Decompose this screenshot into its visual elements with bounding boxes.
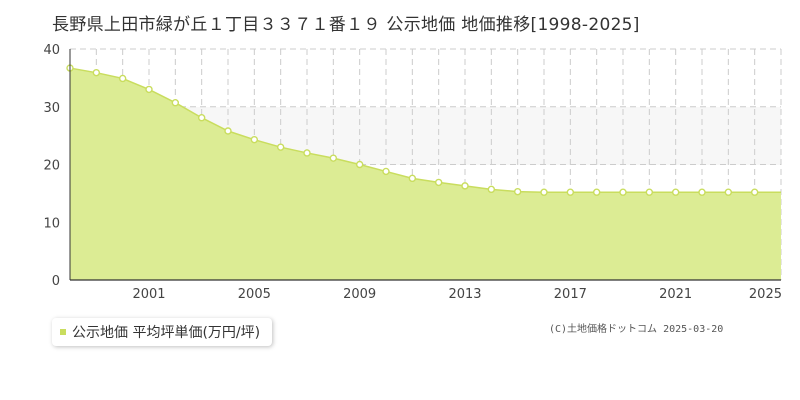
data-point xyxy=(698,188,706,196)
legend-marker xyxy=(60,329,66,335)
y-tick-label: 40 xyxy=(43,43,60,58)
data-point xyxy=(250,135,259,144)
data-point xyxy=(145,85,153,94)
data-points xyxy=(66,64,759,196)
data-point xyxy=(92,68,101,77)
data-point xyxy=(461,182,469,190)
chart-title: 長野県上田市緑が丘１丁目３３７１番１９ 公示地価 地価推移[1998-2025] xyxy=(52,15,640,35)
legend: 公示地価 平均坪単価(万円/坪) xyxy=(52,318,273,346)
data-point xyxy=(619,188,627,196)
x-tick-label: 2005 xyxy=(238,287,271,302)
x-tick-label: 2009 xyxy=(343,287,376,302)
tick-labels: 0 10 20 30 40 2001 2005 2009 2013 2017 2021 2025 xyxy=(43,43,782,302)
data-point xyxy=(382,167,390,176)
data-point xyxy=(329,154,338,162)
series-area xyxy=(70,68,781,280)
data-point xyxy=(540,188,548,196)
copyright-text: (C)土地価格ドットコム 2025-03-20 xyxy=(549,324,724,335)
x-tick-label: 2017 xyxy=(554,287,587,302)
data-point xyxy=(645,188,654,196)
data-point xyxy=(434,178,443,187)
legend-label: 公示地価 平均坪単価(万円/坪) xyxy=(72,325,261,341)
data-point xyxy=(513,187,522,196)
data-point xyxy=(592,188,601,196)
data-point xyxy=(724,188,733,196)
y-tick-label: 0 xyxy=(52,274,60,289)
x-tick-label: 2013 xyxy=(448,287,481,302)
x-tick-label: 2021 xyxy=(659,287,692,302)
y-tick-label: 20 xyxy=(43,159,60,174)
data-point xyxy=(671,188,680,196)
data-point xyxy=(303,149,311,157)
data-point xyxy=(408,174,417,183)
data-point xyxy=(197,114,206,122)
data-point xyxy=(750,188,759,196)
data-point xyxy=(487,185,496,194)
data-point xyxy=(355,160,364,169)
data-point xyxy=(171,99,180,107)
data-point xyxy=(276,143,285,151)
data-point xyxy=(118,74,127,83)
x-tick-label: 2001 xyxy=(132,287,165,302)
data-point xyxy=(224,127,232,135)
series-line xyxy=(69,67,781,193)
data-point xyxy=(566,188,575,196)
y-tick-label: 30 xyxy=(43,101,60,116)
x-tick-label: 2025 xyxy=(749,287,782,302)
y-tick-label: 10 xyxy=(43,216,60,231)
